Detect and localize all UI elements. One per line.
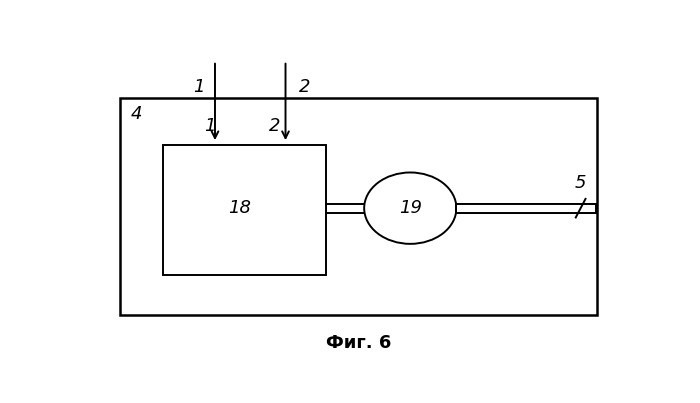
Text: 1: 1 xyxy=(204,117,216,135)
Text: 4: 4 xyxy=(131,104,142,123)
Bar xyxy=(120,98,597,315)
Text: 18: 18 xyxy=(228,199,251,217)
Ellipse shape xyxy=(364,172,456,244)
Text: 5: 5 xyxy=(574,174,586,192)
Text: 19: 19 xyxy=(399,199,422,217)
Text: Фиг. 6: Фиг. 6 xyxy=(326,334,391,352)
Text: 2: 2 xyxy=(269,117,281,135)
Text: 1: 1 xyxy=(193,78,204,96)
Bar xyxy=(456,204,596,213)
Bar xyxy=(163,145,326,275)
Text: 2: 2 xyxy=(299,78,310,96)
